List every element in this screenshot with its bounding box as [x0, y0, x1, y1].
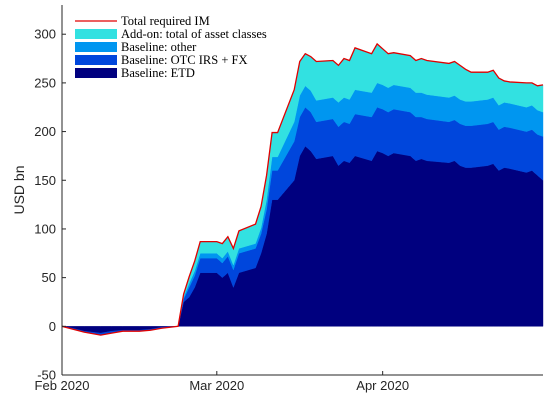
- x-tick-label: Feb 2020: [35, 378, 90, 393]
- y-tick-label: 50: [42, 270, 56, 285]
- x-tick-label: Mar 2020: [189, 378, 244, 393]
- x-tick-label: Apr 2020: [356, 378, 409, 393]
- y-tick-label: -50: [37, 368, 56, 383]
- legend-label: Baseline: OTC IRS + FX: [121, 53, 248, 67]
- legend-label: Add-on: total of asset classes: [121, 27, 267, 41]
- stacked-areas: [61, 43, 544, 336]
- y-tick-label: 200: [34, 124, 56, 139]
- legend-swatch: [75, 68, 117, 78]
- legend-swatch: [75, 42, 117, 52]
- y-tick-label: 300: [34, 27, 56, 42]
- legend-swatch: [75, 29, 117, 39]
- y-tick-label: 0: [49, 319, 56, 334]
- y-tick-label: 150: [34, 173, 56, 188]
- line-total-required-im: [61, 42, 544, 336]
- total-line-group: [61, 42, 544, 336]
- legend-label: Baseline: ETD: [121, 66, 195, 80]
- y-axis-label: USD bn: [11, 165, 27, 214]
- axes: -50 0 50 100 150 200 250 300 Feb 2020 Mar 2020 Apr…: [11, 5, 543, 393]
- y-tick-label: 100: [34, 221, 56, 236]
- area-baseline-etd: [61, 145, 544, 334]
- legend-swatch: [75, 55, 117, 65]
- y-tick-label: 250: [34, 75, 56, 90]
- legend-label: Baseline: other: [121, 40, 197, 54]
- legend-label: Total required IM: [121, 14, 210, 28]
